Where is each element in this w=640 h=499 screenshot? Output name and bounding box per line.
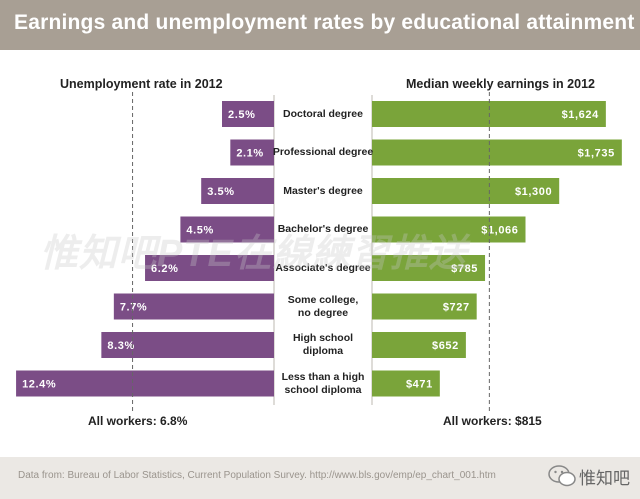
unemployment-bar <box>180 216 274 243</box>
earnings-bar <box>372 255 486 281</box>
unemployment-value-label: 7.7% <box>120 302 147 314</box>
category-label: Less than a high school diploma <box>268 371 378 397</box>
earnings-panel-title: Median weekly earnings in 2012 <box>406 77 595 91</box>
category-label-line: Less than a high <box>281 370 365 383</box>
unemployment-value-label: 2.5% <box>228 109 255 121</box>
earnings-bar <box>372 332 466 358</box>
source-note: Data from: Bureau of Labor Statistics, C… <box>18 470 496 481</box>
unemployment-bar <box>113 293 274 320</box>
unemployment-bar <box>201 178 274 204</box>
category-label: Master's degree <box>268 185 378 198</box>
watermark: 惟知吧PTE在線練習推送 <box>40 233 468 275</box>
category-label: Professional degree <box>268 146 378 159</box>
category-label-line: no degree <box>297 306 349 319</box>
earnings-value-label: $652 <box>432 340 459 352</box>
unemployment-bar <box>16 370 275 397</box>
unemployment-bar <box>145 255 274 281</box>
category-label: High school diploma <box>268 332 378 358</box>
wechat-icon <box>548 465 576 487</box>
unemployment-reference-label: All workers: 6.8% <box>88 414 188 428</box>
category-label: Doctoral degree <box>268 108 378 121</box>
unemployment-value-label: 3.5% <box>207 186 234 198</box>
category-label: Some college, no degree <box>268 294 378 320</box>
category-label-line: High school <box>292 332 354 344</box>
unemployment-bar <box>101 332 274 358</box>
earnings-reference-label: All workers: $815 <box>443 414 542 428</box>
earnings-value-label: $785 <box>451 263 478 275</box>
unemployment-value-label: 12.4% <box>22 379 56 391</box>
earnings-value-label: $471 <box>406 379 433 391</box>
earnings-bar <box>372 293 477 320</box>
category-label-line: Master's degree <box>283 184 363 197</box>
header-banner: Earnings and unemployment rates by educa… <box>0 0 640 50</box>
category-label-line: school diploma <box>284 383 362 396</box>
category-label-line: Some college, <box>287 293 359 306</box>
earnings-value-label: $1,066 <box>481 225 518 237</box>
wechat-brand: 惟知吧 <box>548 462 636 488</box>
unemployment-value-label: 2.1% <box>236 148 263 160</box>
unemployment-value-label: 4.5% <box>186 225 213 237</box>
earnings-bar <box>372 139 622 166</box>
footer: Data from: Bureau of Labor Statistics, C… <box>0 457 640 499</box>
earnings-value-label: $727 <box>443 302 470 314</box>
category-label-line: Associate's degree <box>275 261 371 274</box>
category-label-line: Professional degree <box>272 146 374 158</box>
earnings-bar <box>372 370 440 397</box>
category-label-line: Doctoral degree <box>283 107 363 120</box>
earnings-value-label: $1,624 <box>562 109 600 121</box>
unemployment-bar <box>222 101 274 127</box>
earnings-value-label: $1,300 <box>515 186 552 198</box>
earnings-value-label: $1,735 <box>578 148 615 160</box>
unemployment-value-label: 6.2% <box>151 263 178 275</box>
unemployment-bar <box>230 139 274 166</box>
unemployment-value-label: 8.3% <box>107 340 134 352</box>
page-title: Earnings and unemployment rates by educa… <box>14 11 635 34</box>
earnings-bar <box>372 216 526 243</box>
category-label: Bachelor's degree <box>268 223 378 236</box>
category-label-line: diploma <box>302 345 344 357</box>
category-label: Associate's degree <box>268 262 378 275</box>
category-label-line: Bachelor's degree <box>277 223 369 235</box>
brand-text: 惟知吧 <box>579 469 630 488</box>
earnings-bar <box>372 178 560 204</box>
unemployment-panel-title: Unemployment rate in 2012 <box>60 77 223 91</box>
